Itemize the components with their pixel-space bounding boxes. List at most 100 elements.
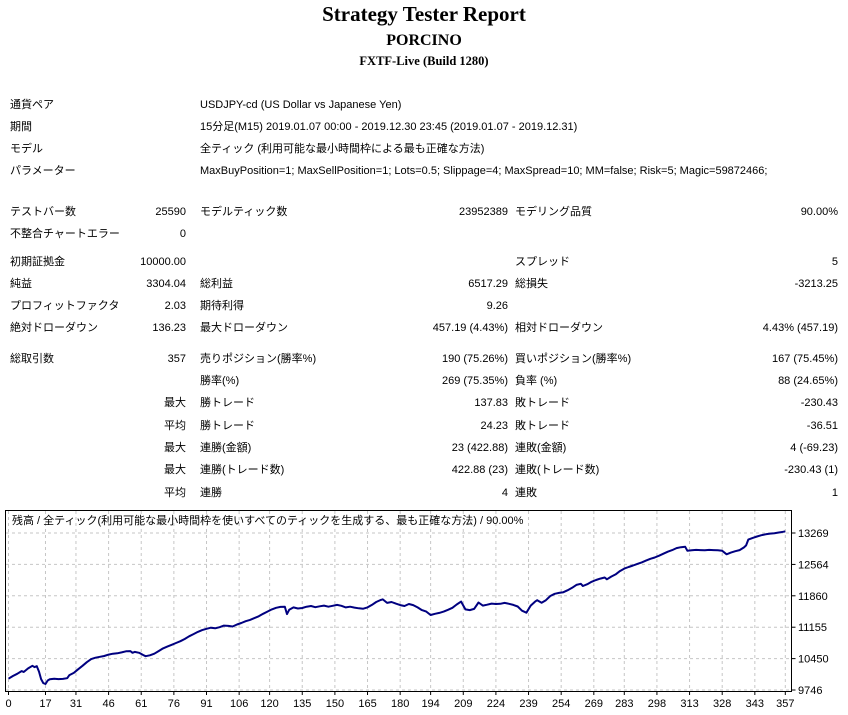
y-tick-label: 9746	[798, 685, 822, 697]
x-tick-label: 120	[260, 698, 278, 710]
info-label: モデル	[10, 143, 43, 155]
x-tick-label: 61	[135, 698, 147, 710]
stat-label: 敗トレード	[515, 397, 570, 409]
x-tick-label: 135	[293, 698, 311, 710]
stat-label: テストバー数	[10, 206, 76, 218]
stat-label: 総取引数	[10, 353, 54, 365]
x-tick-label: 165	[358, 698, 376, 710]
x-tick-label: 328	[713, 698, 731, 710]
y-tick-label: 11860	[798, 591, 828, 603]
x-tick-label: 0	[5, 698, 11, 710]
y-tick-label: 10450	[798, 654, 829, 666]
stat-label: 負率 (%)	[515, 375, 558, 387]
stat-value: 24.23	[480, 420, 508, 432]
stat-label: 敗トレード	[515, 420, 570, 432]
x-tick-label: 313	[680, 698, 698, 710]
stat-label: 連勝(トレード数)	[200, 464, 285, 476]
stat-value: 137.83	[474, 397, 508, 409]
stat-value: 190 (75.26%)	[441, 353, 508, 365]
x-tick-label: 76	[168, 698, 180, 710]
stat-value: -3213.25	[794, 278, 838, 290]
stat-value: 10000.00	[140, 256, 186, 268]
stat-label: 連敗	[515, 487, 537, 499]
stat-label: 絶対ドローダウン	[10, 322, 98, 334]
y-tick-label: 11155	[798, 622, 827, 634]
stat-qualifier: 平均	[164, 487, 186, 499]
stat-value: 4 (-69.23)	[790, 442, 838, 454]
stat-value: 3304.04	[146, 278, 186, 290]
info-value: MaxBuyPosition=1; MaxSellPosition=1; Lot…	[200, 165, 768, 177]
plot-border	[5, 510, 792, 692]
stat-label: 連敗(金額)	[515, 442, 567, 454]
stat-label: 純益	[10, 278, 32, 290]
info-value: 15分足(M15) 2019.01.07 00:00 - 2019.12.30 …	[200, 121, 578, 133]
stat-label: 連勝(金額)	[200, 442, 252, 454]
stat-label: モデルティック数	[200, 206, 288, 218]
stat-label: 総利益	[200, 278, 233, 290]
stat-label: プロフィットファクタ	[10, 300, 120, 312]
stat-label: 連勝	[200, 487, 222, 499]
stat-qualifier: 平均	[164, 420, 186, 432]
stat-label: 期待利得	[200, 300, 244, 312]
x-tick-label: 224	[487, 698, 505, 710]
x-tick-label: 180	[391, 698, 409, 710]
stat-value: 422.88 (23)	[451, 464, 508, 476]
stat-value: 23952389	[459, 206, 508, 218]
stat-label: モデリング品質	[515, 206, 592, 218]
info-label: パラメーター	[10, 165, 76, 177]
stat-value: -230.43	[800, 397, 838, 409]
stat-label: 買いポジション(勝率%)	[515, 353, 632, 365]
stat-label: 不整合チャートエラー	[10, 228, 120, 240]
stat-value: -230.43 (1)	[784, 464, 838, 476]
stat-value: 269 (75.35%)	[441, 375, 508, 387]
x-tick-label: 254	[552, 698, 570, 710]
x-tick-label: 209	[454, 698, 472, 710]
stat-value: 357	[167, 353, 186, 365]
stat-value: 5	[831, 256, 838, 268]
stat-value: 23 (422.88)	[451, 442, 508, 454]
stat-value: 88 (24.65%)	[778, 375, 838, 387]
info-value: USDJPY-cd (US Dollar vs Japanese Yen)	[200, 99, 402, 111]
x-tick-label: 239	[519, 698, 537, 710]
stat-value: 6517.29	[468, 278, 508, 290]
stat-label: 総損失	[515, 278, 548, 290]
info-label: 通貨ペア	[10, 99, 54, 111]
stat-qualifier: 最大	[164, 397, 186, 409]
balance-line	[7, 530, 786, 685]
x-tick-label: 150	[326, 698, 344, 710]
x-tick-label: 194	[421, 698, 439, 710]
balance-chart: 0 17 31 46 61 76 91 106 120 135 150 165 180 194 209 224…	[5, 510, 829, 710]
stat-label: 初期証拠金	[10, 256, 65, 268]
stat-value: 4	[501, 487, 508, 499]
x-tick-label: 298	[648, 698, 666, 710]
info-label: 期間	[10, 121, 32, 133]
x-tick-label: 17	[39, 698, 51, 710]
stat-value: 25590	[155, 206, 186, 218]
info-value: 全ティック (利用可能な最小時間枠による最も正確な方法)	[200, 143, 485, 155]
stat-value: 457.19 (4.43%)	[432, 322, 508, 334]
chart-title: 残高 / 全ティック(利用可能な最小時間枠を使いすべてのティックを生成する、最も…	[12, 513, 524, 527]
stat-value: 0	[179, 228, 186, 240]
stat-label: 売りポジション(勝率%)	[200, 353, 317, 365]
stat-value: 2.03	[164, 300, 186, 312]
x-tick-label: 31	[70, 698, 82, 710]
stat-value: -36.51	[806, 420, 838, 432]
stat-value: 167 (75.45%)	[771, 353, 838, 365]
stat-value: 136.23	[152, 322, 186, 334]
stat-value: 1	[831, 487, 838, 499]
stat-label: 最大ドローダウン	[200, 322, 288, 334]
stat-qualifier: 最大	[164, 464, 186, 476]
x-tick-label: 283	[615, 698, 633, 710]
y-tick-label: 13269	[798, 528, 829, 540]
x-tick-label: 357	[776, 698, 794, 710]
stat-value: 90.00%	[800, 206, 838, 218]
stat-qualifier: 最大	[164, 442, 186, 454]
stat-value: 9.26	[486, 300, 508, 312]
x-tick-label: 46	[102, 698, 114, 710]
server-build: FXTF-Live (Build 1280)	[359, 54, 489, 68]
report-title: Strategy Tester Report	[322, 2, 526, 26]
stat-label: 相対ドローダウン	[515, 322, 603, 334]
x-tick-label: 269	[585, 698, 603, 710]
stat-value: 4.43% (457.19)	[762, 322, 838, 334]
